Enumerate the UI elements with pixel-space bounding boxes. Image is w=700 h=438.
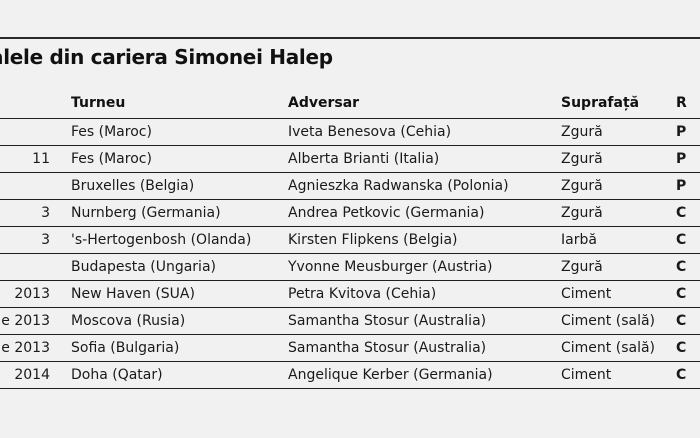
opponent-cell: Samantha Stosur (Australia) (288, 340, 487, 356)
opponent-cell: Samantha Stosur (Australia) (288, 313, 487, 329)
row-divider (0, 145, 700, 146)
tournament-cell: Nurnberg (Germania) (71, 205, 221, 221)
result-cell: P (676, 178, 687, 194)
tournament-cell: Fes (Maroc) (71, 124, 152, 140)
row-divider (0, 253, 700, 254)
tournament-cell: Fes (Maroc) (71, 151, 152, 167)
table-row: 2014 Doha (Qatar) Angelique Kerber (German… (0, 362, 700, 389)
row-divider (0, 226, 700, 227)
result-cell: C (676, 205, 687, 221)
date-cell: 3 (41, 205, 50, 221)
row-divider (0, 199, 700, 200)
table-row: 2013 New Haven (SUA) Petra Kvitova (Cehia)… (0, 281, 700, 308)
surface-cell: Ciment (561, 367, 612, 383)
result-cell: P (676, 124, 687, 140)
tournament-cell: Bruxelles (Belgia) (71, 178, 195, 194)
header-rezultat: R (676, 95, 687, 111)
opponent-cell: Petra Kvitova (Cehia) (288, 286, 437, 302)
surface-cell: Zgură (561, 151, 603, 167)
surface-cell: Zgură (561, 259, 603, 275)
result-cell: P (676, 151, 687, 167)
table-row: Fes (Maroc) Iveta Benesova (Cehia) Zgură P (0, 119, 700, 146)
opponent-cell: Kirsten Flipkens (Belgia) (288, 232, 458, 248)
opponent-cell: Alberta Brianti (Italia) (288, 151, 440, 167)
date-cell: 3 (41, 232, 50, 248)
date-cell: e 2013 (1, 340, 50, 356)
tournament-cell: Budapesta (Ungaria) (71, 259, 216, 275)
opponent-cell: Iveta Benesova (Cehia) (288, 124, 452, 140)
title-text: alele din cariera Simonei Halep (0, 45, 333, 69)
table-row: 11 Fes (Maroc) Alberta Brianti (Italia) Zgu… (0, 146, 700, 173)
header-turneu: Turneu (71, 95, 126, 111)
table-row: e 2013 Moscova (Rusia) Samantha Stosur (Au… (0, 308, 700, 335)
header-row (0, 92, 700, 119)
date-cell: e 2013 (1, 313, 50, 329)
result-cell: C (676, 313, 687, 329)
tournament-cell: Moscova (Rusia) (71, 313, 186, 329)
surface-cell: Ciment (sală) (561, 313, 655, 329)
surface-cell: Zgură (561, 124, 603, 140)
row-divider (0, 334, 700, 335)
surface-cell: Zgură (561, 178, 603, 194)
tournament-cell: Sofia (Bulgaria) (71, 340, 180, 356)
surface-cell: Iarbă (561, 232, 597, 248)
tournament-cell: Doha (Qatar) (71, 367, 163, 383)
result-cell: C (676, 340, 687, 356)
result-cell: C (676, 259, 687, 275)
table-row: 3 's-Hertogenbosh (Olanda) Kirsten Flipken… (0, 227, 700, 254)
tournament-cell: 's-Hertogenbosh (Olanda) (71, 232, 252, 248)
top-rule (0, 37, 700, 39)
opponent-cell: Andrea Petkovic (Germania) (288, 205, 485, 221)
date-cell: 11 (32, 151, 50, 167)
opponent-cell: Agnieszka Radwanska (Polonia) (288, 178, 509, 194)
table-title: alele din cariera Simonei Halep (0, 45, 333, 69)
opponent-cell: Angelique Kerber (Germania) (288, 367, 493, 383)
table-row: 3 Nurnberg (Germania) Andrea Petkovic (Ger… (0, 200, 700, 227)
result-cell: C (676, 367, 687, 383)
header-divider (0, 118, 700, 119)
table-row: e 2013 Sofia (Bulgaria) Samantha Stosur (A… (0, 335, 700, 362)
row-divider (0, 388, 700, 389)
row-divider (0, 361, 700, 362)
table-row: Bruxelles (Belgia) Agnieszka Radwanska (P… (0, 173, 700, 200)
date-cell: 2013 (14, 286, 50, 302)
row-divider (0, 307, 700, 308)
row-divider (0, 280, 700, 281)
header-adversar: Adversar (288, 95, 360, 111)
date-cell: 2014 (14, 367, 50, 383)
opponent-cell: Yvonne Meusburger (Austria) (288, 259, 493, 275)
table-row: Budapesta (Ungaria) Yvonne Meusburger (Au… (0, 254, 700, 281)
surface-cell: Ciment (561, 286, 612, 302)
result-cell: C (676, 286, 687, 302)
surface-cell: Ciment (sală) (561, 340, 655, 356)
surface-cell: Zgură (561, 205, 603, 221)
result-cell: C (676, 232, 687, 248)
tournament-cell: New Haven (SUA) (71, 286, 195, 302)
header-suprafata: Suprafață (561, 95, 640, 111)
row-divider (0, 172, 700, 173)
